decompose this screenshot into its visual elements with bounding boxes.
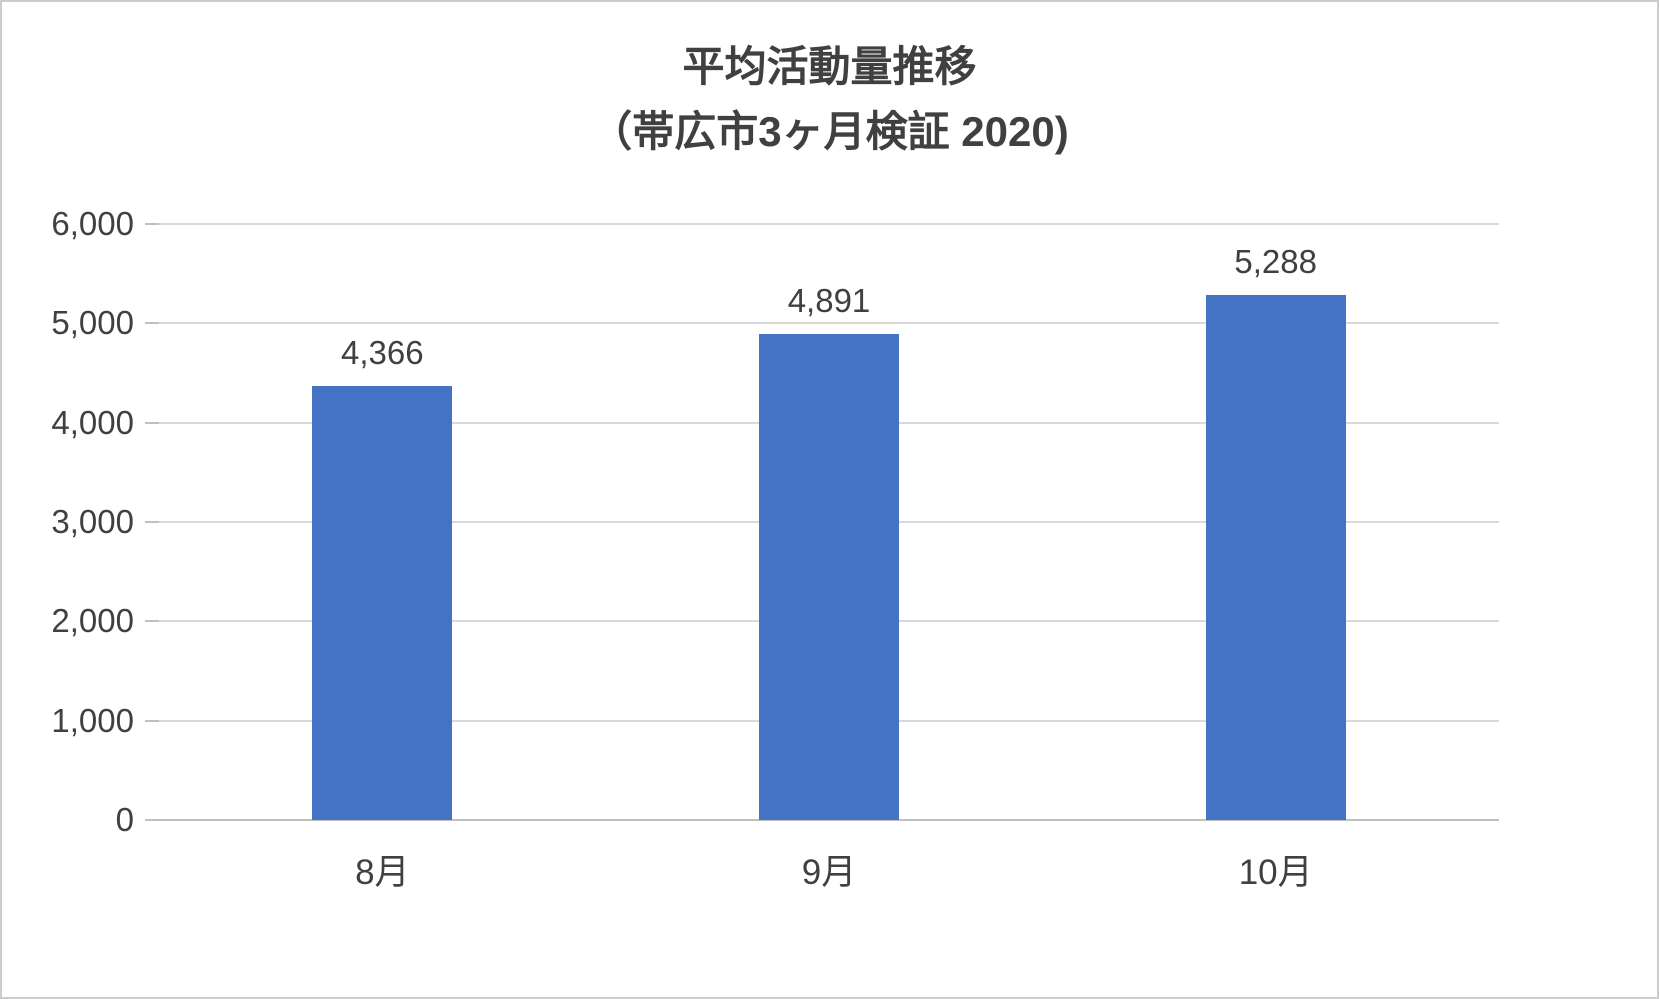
- bar-value-label: 4,366: [341, 334, 424, 372]
- x-axis-category-label: 8月: [355, 853, 410, 892]
- y-axis-tick: [145, 719, 159, 722]
- y-axis-label: 2,000: [51, 602, 134, 640]
- y-axis-tick: [145, 223, 159, 225]
- gridline: [159, 223, 1499, 225]
- y-axis-label: 1,000: [51, 701, 134, 739]
- y-axis-tick: [145, 521, 159, 523]
- gridline: [159, 322, 1499, 325]
- chart-title-line1: 平均活動量推移: [682, 43, 977, 90]
- x-axis-category-label: 10月: [1238, 853, 1313, 892]
- y-axis: 0 1,000 2,000 3,000 4,000 5,000 6,000: [2, 205, 134, 838]
- y-axis-label: 5,000: [51, 304, 134, 342]
- bar: [759, 334, 899, 820]
- chart-title: 平均活動量推移 （帯広市3ヶ月検証 2020): [2, 34, 1657, 164]
- y-axis-tick: [145, 421, 159, 424]
- bar: [1205, 294, 1346, 820]
- plot-area: 4,366 4,891 5,288: [145, 223, 1499, 821]
- bar-slot: 4,366: [159, 224, 606, 820]
- chart-title-line2: （帯広市3ヶ月検証 2020): [590, 108, 1069, 156]
- y-axis-tick: [145, 322, 159, 325]
- x-axis-line: [159, 819, 1499, 821]
- y-axis-tick: [145, 819, 159, 821]
- y-axis-label: 3,000: [51, 503, 134, 540]
- bar-slot: 4,891: [606, 224, 1053, 820]
- bar-value-label: 5,288: [1234, 242, 1317, 280]
- bar: [312, 386, 453, 820]
- bar-value-label: 4,891: [787, 282, 871, 320]
- x-axis-category-label: 9月: [801, 853, 857, 892]
- x-axis: 8月 9月 10月: [159, 844, 1499, 895]
- bars-row: 4,366 4,891 5,288: [159, 224, 1499, 820]
- bar-slot: 5,288: [1052, 224, 1499, 820]
- y-axis-label: 6,000: [51, 205, 134, 242]
- y-axis-label: 4,000: [51, 403, 134, 441]
- y-axis-tick: [145, 620, 159, 623]
- y-axis-label: 0: [115, 801, 134, 838]
